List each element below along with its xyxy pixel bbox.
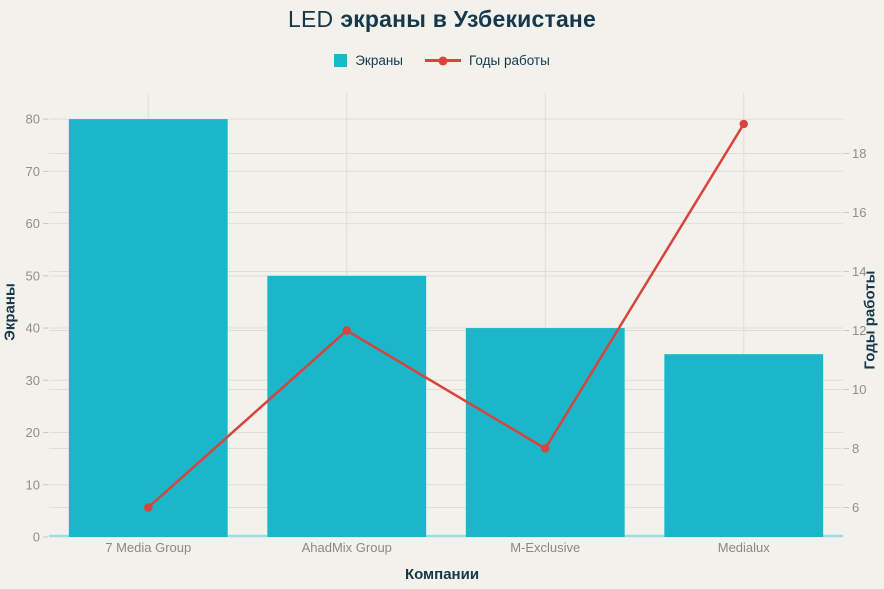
line-series-dot-icon (438, 56, 448, 65)
right-tick-label: 14 (852, 264, 866, 279)
right-tick-label: 12 (852, 323, 866, 338)
category-label: Medialux (718, 540, 771, 555)
line-point-M-Exclusive (541, 444, 550, 453)
x-axis-title: Компании (404, 566, 480, 583)
left-tick-label: 0 (33, 530, 40, 545)
left-tick-label: 50 (26, 268, 40, 283)
chart-title-main: экраны в Узбекистане (340, 6, 597, 32)
category-label: AhadMix Group (302, 540, 392, 555)
right-tick-label: 6 (852, 500, 859, 515)
category-label: 7 Media Group (105, 540, 191, 555)
line-point-7 Media Group (144, 503, 153, 512)
left-tick-label: 80 (26, 112, 40, 127)
legend-item-screens[interactable]: Экраны (334, 53, 403, 68)
right-tick-label: 10 (852, 382, 866, 397)
chart-title: LED экраны в Узбекистане (0, 6, 884, 33)
line-series-path (147, 123, 745, 509)
bar-AhadMix Group (267, 275, 427, 537)
right-tick-label: 8 (852, 441, 859, 456)
chart-title-prefix: LED (287, 6, 334, 32)
right-tick-label: 18 (852, 146, 866, 161)
left-tick-label: 70 (26, 164, 40, 179)
bar-7 Media Group (68, 119, 228, 537)
line-series-marker-icon (425, 56, 461, 65)
bar-Medialux (664, 354, 824, 537)
line-point-AhadMix Group (342, 326, 351, 335)
left-tick-label: 10 (26, 477, 40, 492)
left-tick-label: 20 (26, 425, 40, 440)
left-tick-label: 30 (26, 373, 40, 388)
bar-series-swatch-icon (334, 54, 348, 67)
left-tick-label: 60 (26, 216, 40, 231)
legend-label-screens: Экраны (355, 53, 403, 68)
legend-item-years[interactable]: Годы работы (425, 53, 550, 68)
legend-label-years: Годы работы (469, 53, 550, 68)
line-point-Medialux (739, 119, 748, 129)
legend: Экраны Годы работы (0, 53, 884, 68)
left-tick-label: 40 (26, 321, 40, 336)
category-label: M-Exclusive (510, 540, 580, 555)
right-tick-label: 16 (852, 205, 866, 220)
